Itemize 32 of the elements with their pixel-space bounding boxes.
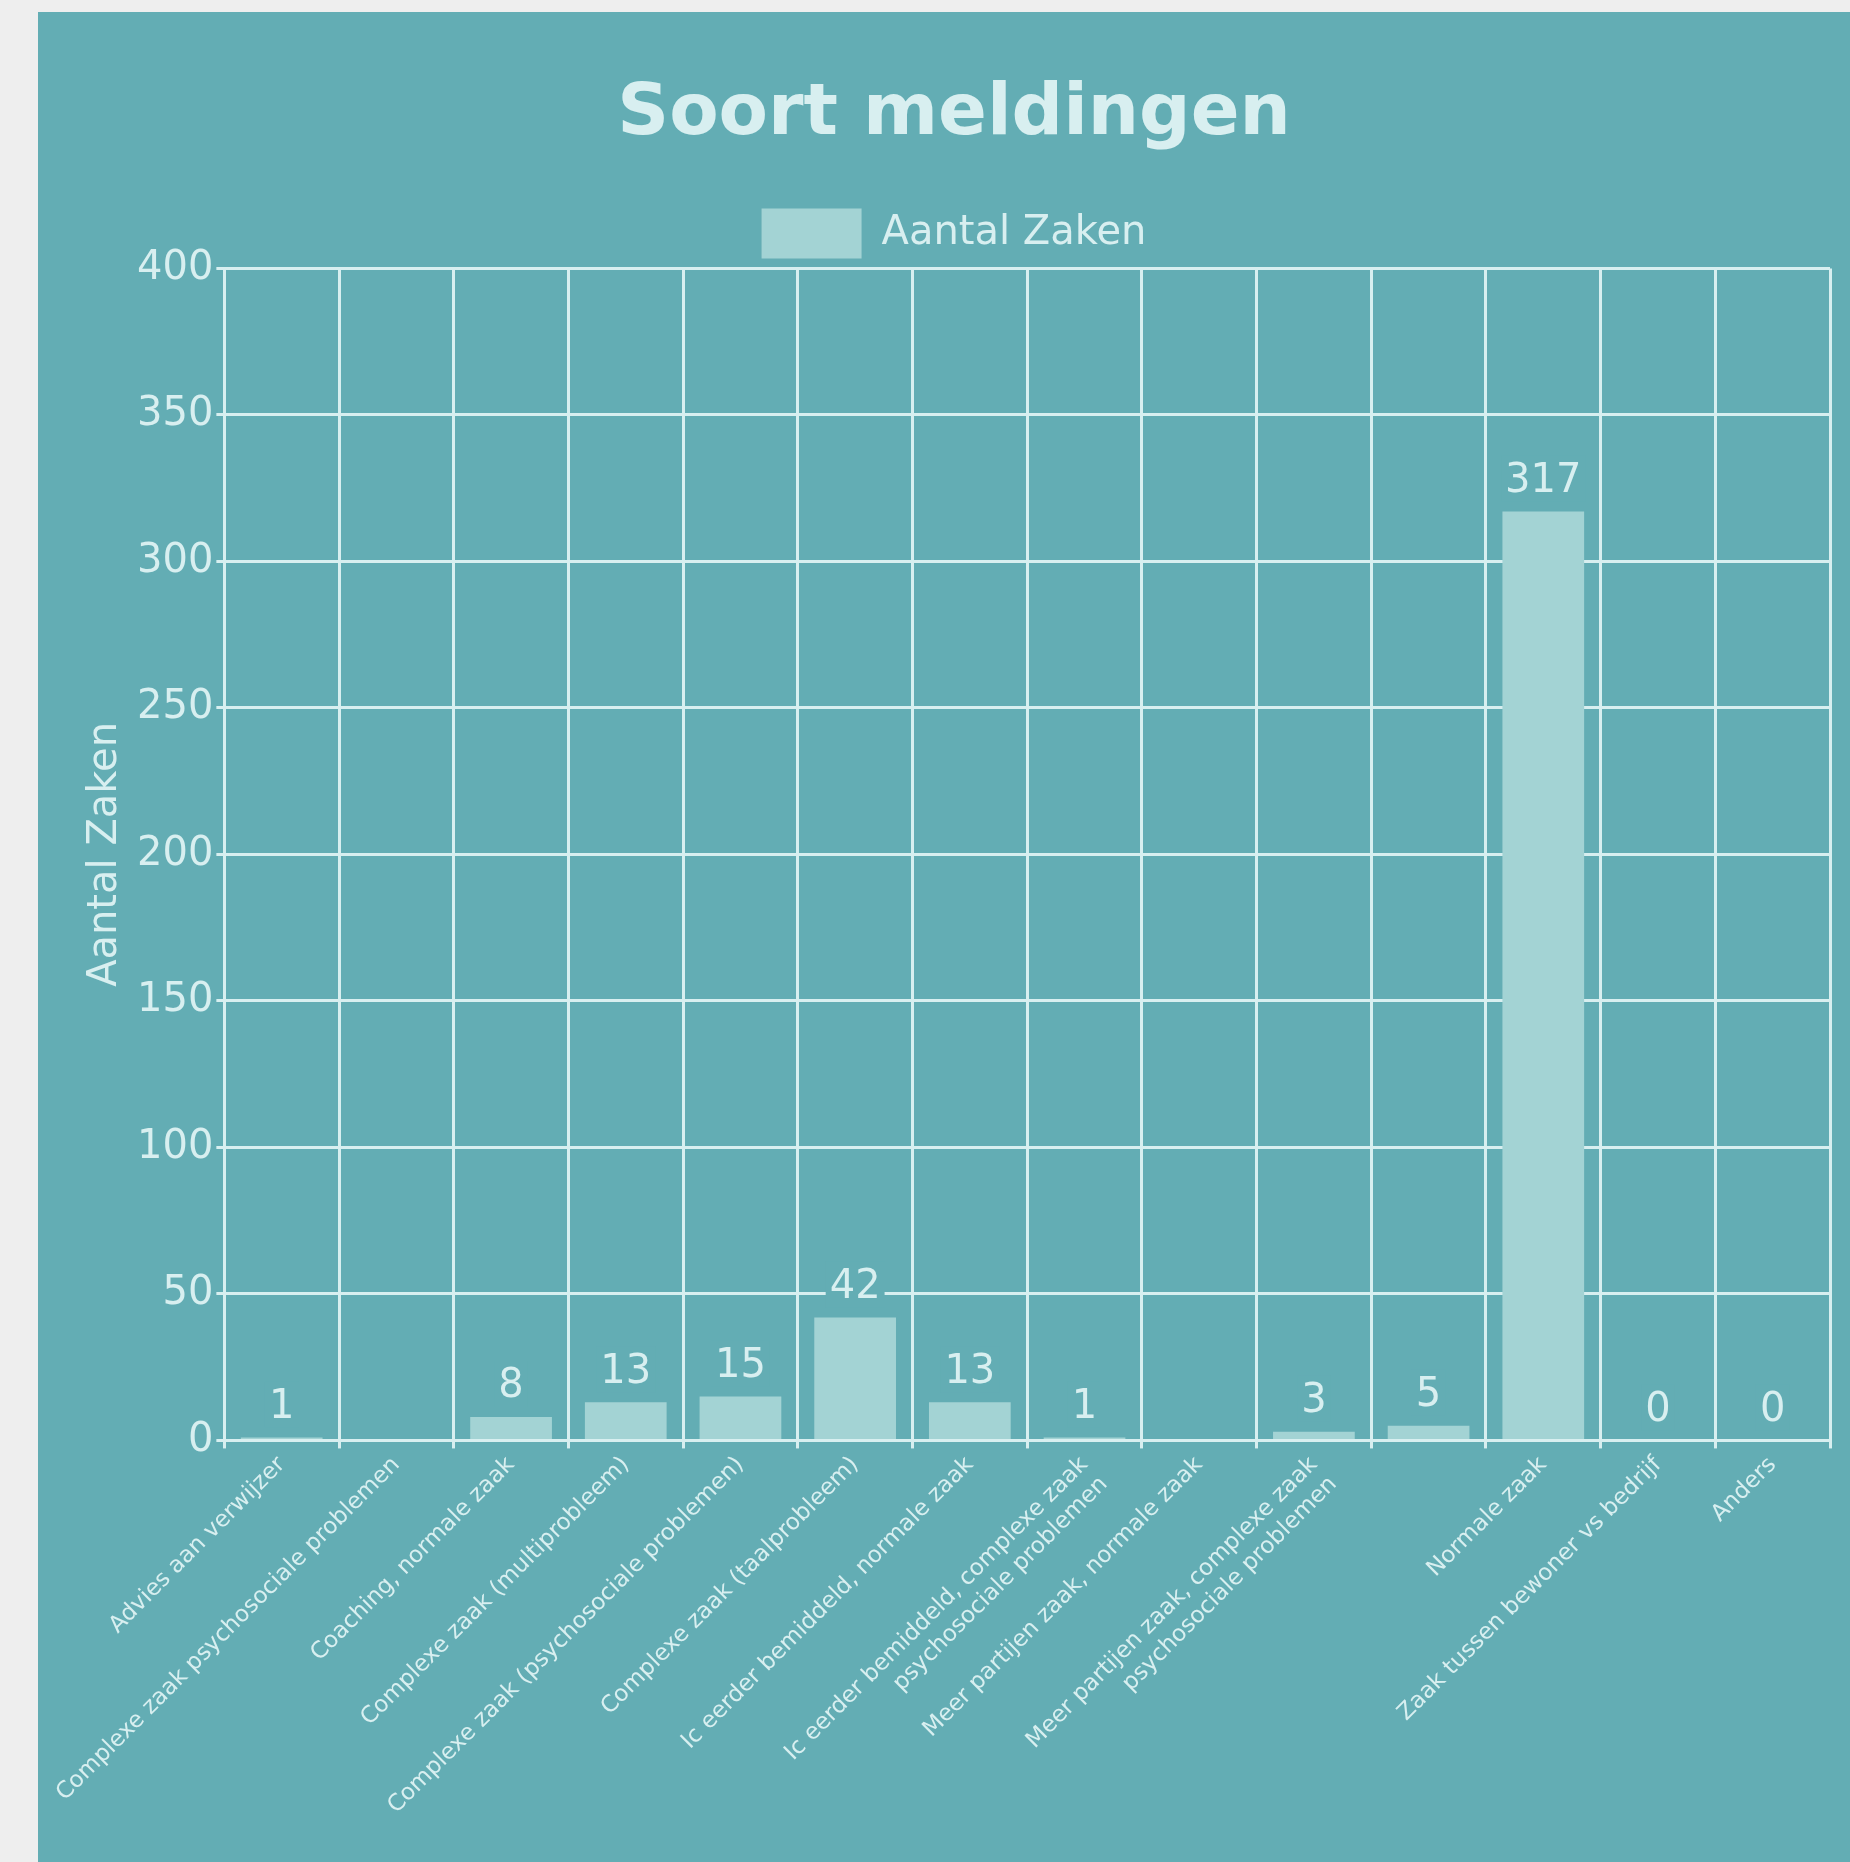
bar [1387,1425,1470,1439]
data-label: 8 [498,1360,524,1407]
data-label: 15 [715,1339,766,1386]
data-label: 13 [600,1345,652,1392]
y-tick-label: 0 [187,1413,214,1460]
bar [584,1402,667,1439]
y-tick-label: 300 [136,534,214,581]
data-label: 3 [1301,1375,1327,1422]
y-tick-label: 100 [136,1120,214,1167]
bar [699,1396,782,1439]
legend-label: Aantal Zaken [881,206,1147,253]
bar [814,1317,896,1439]
y-tick-label: 200 [136,827,214,874]
data-label: 5 [1415,1369,1442,1416]
bar [470,1417,552,1439]
y-tick-label: 250 [136,681,214,728]
y-tick-label: 50 [162,1267,214,1314]
data-label: 0 [1645,1383,1671,1430]
data-label: 13 [944,1345,996,1392]
bar [1502,511,1585,1439]
y-axis-title: Aantal Zaken [79,721,126,987]
y-tick-label: 350 [136,388,214,435]
y-tick-label: 150 [136,974,214,1021]
data-label: 0 [1759,1383,1786,1430]
data-label: 1 [268,1380,295,1427]
bar [928,1402,1011,1439]
bar [1273,1431,1355,1439]
data-label: 317 [1505,454,1582,501]
data-label: 1 [1071,1380,1098,1427]
data-label: 42 [829,1260,881,1307]
chart-title: Soort meldingen [617,66,1291,151]
y-tick-label: 400 [136,241,214,288]
